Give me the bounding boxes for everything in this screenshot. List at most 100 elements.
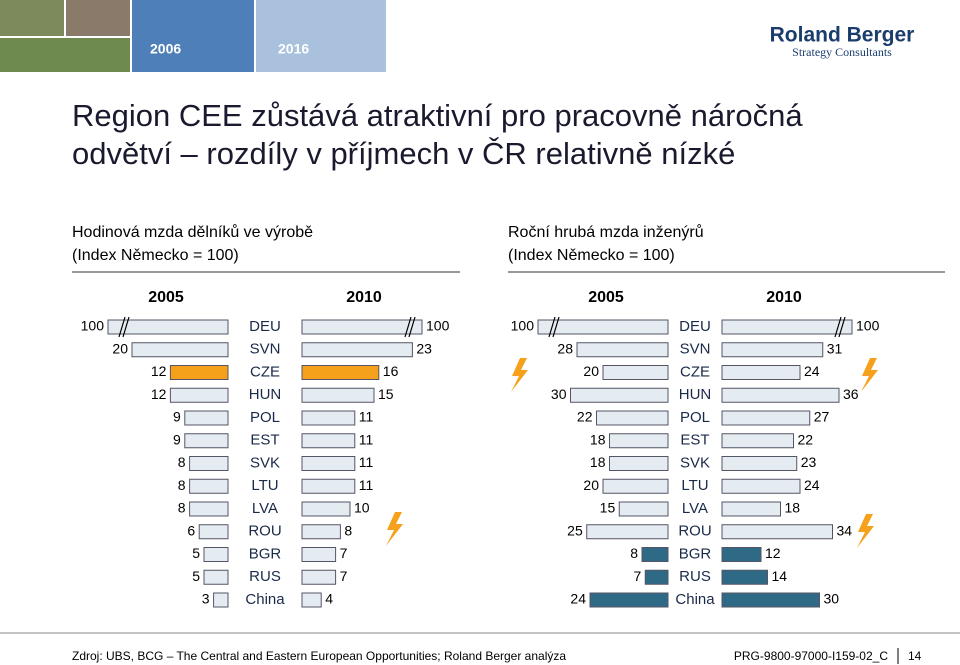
value-label: 30 [551,386,567,402]
axis-break [408,316,416,338]
bar [169,387,229,403]
category-label: DEU [249,318,281,335]
bar [570,387,669,403]
chart-subtitle: (Index Německo = 100) [508,247,675,264]
bar [618,501,669,517]
bar [203,547,229,562]
series-name: 2010 [346,289,382,306]
bar [131,342,229,358]
bar [198,524,229,540]
bar [537,319,669,335]
bar [301,410,356,426]
category-label: SVK [250,454,280,471]
value-label: 7 [340,568,348,584]
value-label: 23 [801,454,817,470]
category-label: POL [680,409,710,426]
bar [602,365,669,380]
category-label: SVK [680,454,710,471]
category-label: RUS [679,568,711,585]
value-label: 20 [583,363,599,379]
value-label: 18 [590,454,606,470]
bar [721,547,762,562]
category-label: HUN [679,386,712,403]
chart-subtitle: Hodinová mzda dělníků ve výrobě [72,223,313,241]
lightning-icon [857,514,874,548]
value-label: 10 [354,500,370,516]
category-label: EST [680,432,709,449]
value-label: 7 [633,568,641,584]
bar [609,433,669,449]
title: Region CEE zůstává atraktivní pro pracov… [72,98,803,133]
bar [184,410,229,426]
bar [721,319,853,335]
series-name: 2010 [766,289,802,306]
category-label: CZE [250,363,280,380]
bar [301,387,375,403]
value-label: 4 [325,591,333,607]
value-label: 5 [192,545,200,561]
value-label: 34 [837,522,853,538]
source: Zdroj: UBS, BCG – The Central and Easter… [72,649,566,663]
category-label: POL [250,409,280,426]
bar [721,592,820,608]
bar [189,501,229,517]
value-label: 8 [178,500,186,516]
logo-sub: Strategy Consultants [792,45,892,59]
category-label: China [675,591,715,608]
value-label: 9 [173,431,181,447]
value-label: 100 [511,318,535,334]
bar [301,365,380,380]
category-label: LVA [252,500,278,517]
bar [721,365,801,380]
value-label: 18 [590,431,606,447]
bar [184,433,229,449]
bar [721,410,811,426]
bar [721,501,781,517]
value-label: 12 [151,386,167,402]
value-label: 9 [173,409,181,425]
banner-year: 2006 [150,41,181,57]
bar [169,365,229,380]
category-label: BGR [249,545,282,562]
series-name: 2005 [588,289,624,306]
photo [66,0,130,36]
axis-break [118,316,126,338]
value-label: 11 [359,431,374,447]
value-label: 24 [804,477,820,493]
bar [301,547,337,562]
axis-break [122,316,130,338]
bar [301,433,356,449]
value-label: 30 [824,591,840,607]
bar [189,456,229,471]
bar [721,342,824,358]
value-label: 24 [570,591,586,607]
bar [609,456,669,471]
bar [107,319,229,335]
axis-break [552,316,560,338]
banner: 2006 2016 [0,0,386,72]
value-label: 8 [630,545,638,561]
axis-break [834,316,842,338]
banner-year: 2016 [278,41,309,57]
value-label: 100 [81,318,105,334]
axis-break [404,316,412,338]
category-label: BGR [679,545,712,562]
category-label: CZE [680,363,710,380]
bar [596,410,669,426]
category-label: LTU [681,477,708,494]
value-label: 8 [178,477,186,493]
value-label: 36 [843,386,859,402]
chart-subtitle: (Index Německo = 100) [72,247,239,264]
value-label: 27 [814,409,830,425]
bar [641,547,669,562]
photo [0,38,130,72]
map [256,0,386,72]
value-label: 31 [827,340,843,356]
category-label: LTU [251,477,278,494]
category-label: China [245,591,285,608]
bar [301,569,337,585]
value-label: 5 [192,568,200,584]
value-label: 22 [577,409,593,425]
series-name: 2005 [148,289,184,306]
